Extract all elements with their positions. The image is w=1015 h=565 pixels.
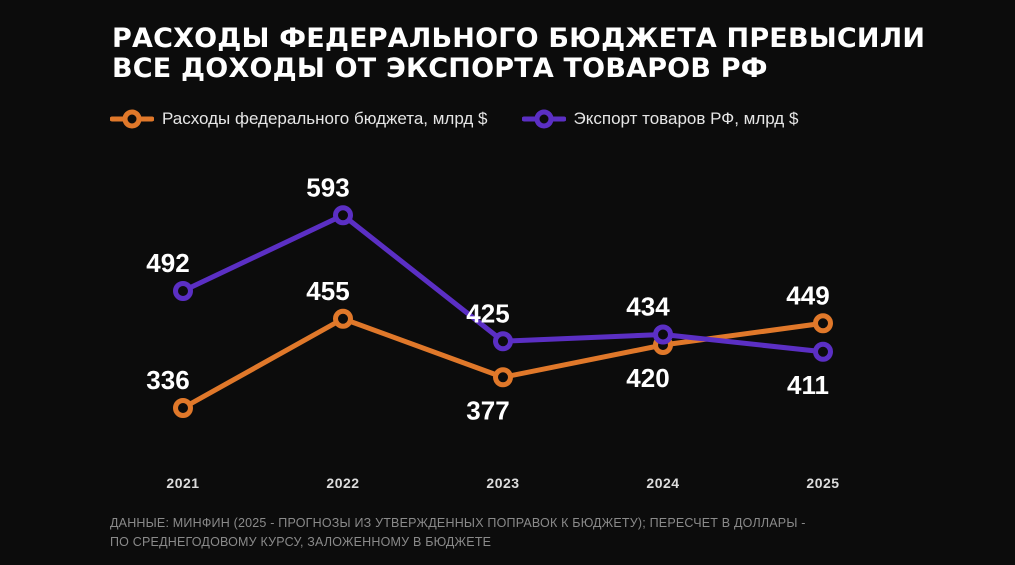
point-exports-2025 [813,341,833,362]
x-tick-label-2025: 2025 [806,475,839,491]
source-note-line-2: ПО СРЕДНЕГОДОВОМУ КУРСУ, ЗАЛОЖЕННОМУ В Б… [110,535,492,549]
data-label-expenses-2022: 455 [306,276,349,306]
data-label-expenses-2025: 449 [786,280,829,310]
source-note-line-1: ДАННЫЕ: МИНФИН (2025 - ПРОГНОЗЫ ИЗ УТВЕР… [110,516,806,530]
source-note: ДАННЫЕ: МИНФИН (2025 - ПРОГНОЗЫ ИЗ УТВЕР… [110,514,850,552]
legend-item-exports: Экспорт товаров РФ, млрд $ [521,108,799,130]
x-tick-label-2021: 2021 [166,475,199,491]
point-expenses-2021 [173,398,193,418]
legend-label-exports: Экспорт товаров РФ, млрд $ [573,109,799,128]
chart-legend: Расходы федерального бюджета, млрд $ Экс… [110,108,798,130]
x-tick-label-2023: 2023 [486,475,519,491]
legend-marker-purple-icon [521,109,566,129]
data-label-exports-2024: 434 [626,292,670,322]
data-label-expenses-2023: 377 [466,395,509,425]
legend-marker-orange-icon [110,109,154,129]
point-exports-2022 [333,205,353,226]
point-exports-2023 [493,331,513,352]
point-expenses-2025 [813,313,833,334]
x-tick-label-2022: 2022 [326,475,359,491]
legend-item-expenses: Расходы федерального бюджета, млрд $ [110,108,488,130]
point-expenses-2022 [333,308,353,329]
data-label-expenses-2021: 336 [146,365,189,395]
chart-title: РАСХОДЫ ФЕДЕРАЛЬНОГО БЮДЖЕТА ПРЕВЫСИЛИ В… [112,24,992,84]
data-label-exports-2022: 593 [306,172,349,202]
chart-title-line-1: РАСХОДЫ ФЕДЕРАЛЬНОГО БЮДЖЕТА ПРЕВЫСИЛИ [112,23,926,54]
chart-title-line-2: ВСЕ ДОХОДЫ ОТ ЭКСПОРТА ТОВАРОВ РФ [112,53,768,84]
data-label-exports-2025: 411 [787,370,829,400]
data-label-exports-2021: 492 [146,248,189,278]
legend-label-expenses: Расходы федерального бюджета, млрд $ [162,109,488,128]
data-label-exports-2023: 425 [466,298,509,328]
data-label-expenses-2024: 420 [626,363,669,393]
point-exports-2021 [173,281,193,301]
point-expenses-2023 [493,367,513,388]
x-tick-label-2024: 2024 [646,475,679,491]
point-exports-2024 [653,324,673,345]
